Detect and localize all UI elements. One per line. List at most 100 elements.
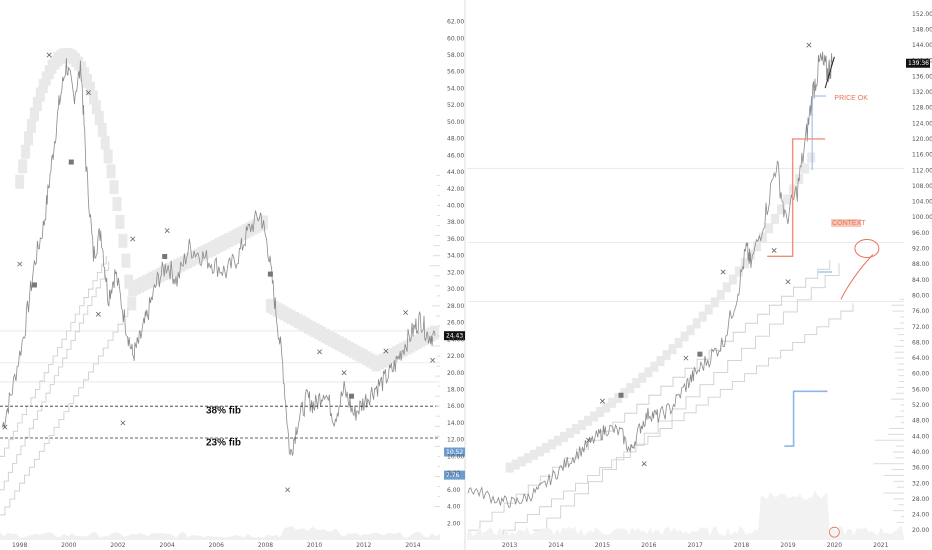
right-band-cell bbox=[807, 152, 816, 163]
right-band-cell bbox=[758, 232, 767, 243]
y-tick-label: 26.00 bbox=[447, 320, 464, 327]
left-band-cell bbox=[15, 174, 25, 189]
y-tick-label: 44.00 bbox=[447, 169, 464, 176]
y-tick-label: 28.00 bbox=[912, 496, 929, 503]
volume-profile-bar bbox=[897, 504, 904, 506]
volume-profile-bar bbox=[900, 322, 904, 324]
y-tick-label: 54.00 bbox=[447, 85, 464, 92]
left-band-cell bbox=[97, 122, 107, 137]
volume-profile-bar bbox=[434, 475, 440, 477]
right-band-cell bbox=[668, 344, 677, 355]
volume-profile-bar bbox=[898, 363, 904, 365]
x-marker bbox=[341, 370, 347, 376]
left-band-cell bbox=[29, 107, 39, 122]
y-tick-label: 60.00 bbox=[447, 35, 464, 42]
left-band-cell bbox=[118, 233, 128, 248]
right-band-cell bbox=[704, 304, 713, 315]
volume-profile-bar bbox=[893, 328, 904, 330]
volume-profile-bar bbox=[430, 345, 440, 347]
x-marker bbox=[785, 279, 791, 285]
left-band-cell bbox=[106, 164, 116, 179]
left-volume-area bbox=[0, 526, 440, 540]
volume-profile-bar bbox=[437, 455, 440, 457]
y-tick-label: 84.00 bbox=[912, 277, 929, 284]
right-band-cell bbox=[626, 383, 635, 394]
volume-profile-bar bbox=[897, 334, 904, 336]
y-tick-label: 32.00 bbox=[912, 480, 929, 487]
left-band-cell bbox=[18, 159, 28, 174]
x-tick-label: 2018 bbox=[734, 542, 749, 549]
y-tick-label: 58.00 bbox=[447, 52, 464, 59]
volume-profile-bar bbox=[889, 427, 904, 429]
right-band-cell bbox=[674, 337, 683, 348]
right-band-cell bbox=[572, 424, 581, 435]
right-band-cell bbox=[692, 318, 701, 329]
right-band-cell bbox=[783, 194, 792, 205]
volume-profile-bar bbox=[434, 445, 440, 447]
x-marker bbox=[771, 247, 777, 253]
volume-profile-bar bbox=[437, 485, 440, 487]
volume-profile-bar bbox=[896, 486, 904, 488]
left-band-cell bbox=[83, 73, 93, 88]
right-band-cell bbox=[656, 355, 665, 366]
volume-profile-bar bbox=[891, 469, 904, 471]
volume-profile-bar bbox=[894, 351, 904, 353]
y-tick-label: 8.00 bbox=[447, 470, 461, 477]
volume-profile-bar bbox=[888, 433, 904, 435]
y-tick-label: 42.00 bbox=[447, 186, 464, 193]
x-tick-label: 2014 bbox=[405, 542, 420, 549]
volume-profile-bar bbox=[433, 245, 440, 247]
x-marker bbox=[164, 228, 170, 234]
y-tick-label: 24.00 bbox=[912, 512, 929, 519]
y-tick-label: 80.00 bbox=[912, 292, 929, 299]
left-band-cell bbox=[85, 81, 95, 96]
y-tick-label: 40.00 bbox=[912, 449, 929, 456]
y-tick-label: 104.00 bbox=[912, 199, 932, 206]
y-tick-label: 128.00 bbox=[912, 105, 932, 112]
x-tick-label: 2015 bbox=[595, 542, 610, 549]
volume-profile-bar bbox=[436, 174, 440, 176]
y-tick-label: 72.00 bbox=[912, 324, 929, 331]
y-tick-label: 124.00 bbox=[912, 120, 932, 127]
right-price-series bbox=[467, 51, 833, 508]
right-band-cell bbox=[614, 393, 623, 404]
y-tick-label: 4.00 bbox=[447, 504, 461, 511]
price-badge bbox=[444, 470, 465, 480]
volume-profile-bar bbox=[434, 506, 440, 508]
right-band-cell bbox=[517, 456, 526, 467]
x-tick-label: 2002 bbox=[110, 542, 125, 549]
y-tick-label: 10.00 bbox=[447, 453, 464, 460]
y-tick-label: 32.00 bbox=[447, 269, 464, 276]
x-marker bbox=[46, 52, 52, 58]
x-marker bbox=[586, 437, 592, 443]
y-tick-label: 108.00 bbox=[912, 183, 932, 190]
x-marker bbox=[17, 261, 23, 267]
price-badge-label: 10.52 bbox=[446, 449, 463, 456]
y-tick-label: 60.00 bbox=[912, 371, 929, 378]
x-marker bbox=[599, 398, 605, 404]
x-tick-label: 2006 bbox=[209, 542, 224, 549]
right-band-cell bbox=[620, 388, 629, 399]
right-band-cell bbox=[553, 435, 562, 446]
right-band-cell bbox=[746, 249, 755, 260]
y-tick-label: 18.00 bbox=[447, 386, 464, 393]
left-band-cell bbox=[94, 111, 104, 126]
volume-profile-bar bbox=[436, 315, 440, 317]
volume-profile-bar bbox=[436, 295, 440, 297]
context-annotation: CONTEXT bbox=[832, 220, 866, 227]
right-band-cell bbox=[765, 223, 774, 234]
right-staircase-line bbox=[532, 263, 840, 531]
left-staircase-line bbox=[0, 255, 107, 457]
square-marker bbox=[618, 392, 624, 398]
x-tick-label: 2008 bbox=[258, 542, 273, 549]
left-staircase-line bbox=[0, 261, 110, 491]
volume-profile-bar bbox=[434, 275, 440, 277]
x-tick-label: 2016 bbox=[641, 542, 656, 549]
volume-profile-bar bbox=[897, 386, 904, 388]
highlight-arrow bbox=[840, 254, 874, 300]
price-badge bbox=[444, 447, 465, 457]
right-volume-area bbox=[467, 490, 904, 540]
x-marker bbox=[720, 269, 726, 275]
right-volume-profile bbox=[873, 298, 904, 523]
y-tick-label: 76.00 bbox=[912, 308, 929, 315]
